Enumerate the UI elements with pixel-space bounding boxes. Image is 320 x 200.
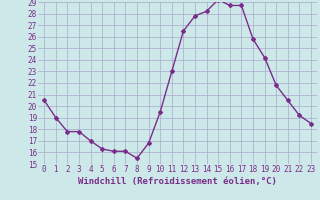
X-axis label: Windchill (Refroidissement éolien,°C): Windchill (Refroidissement éolien,°C) xyxy=(78,177,277,186)
